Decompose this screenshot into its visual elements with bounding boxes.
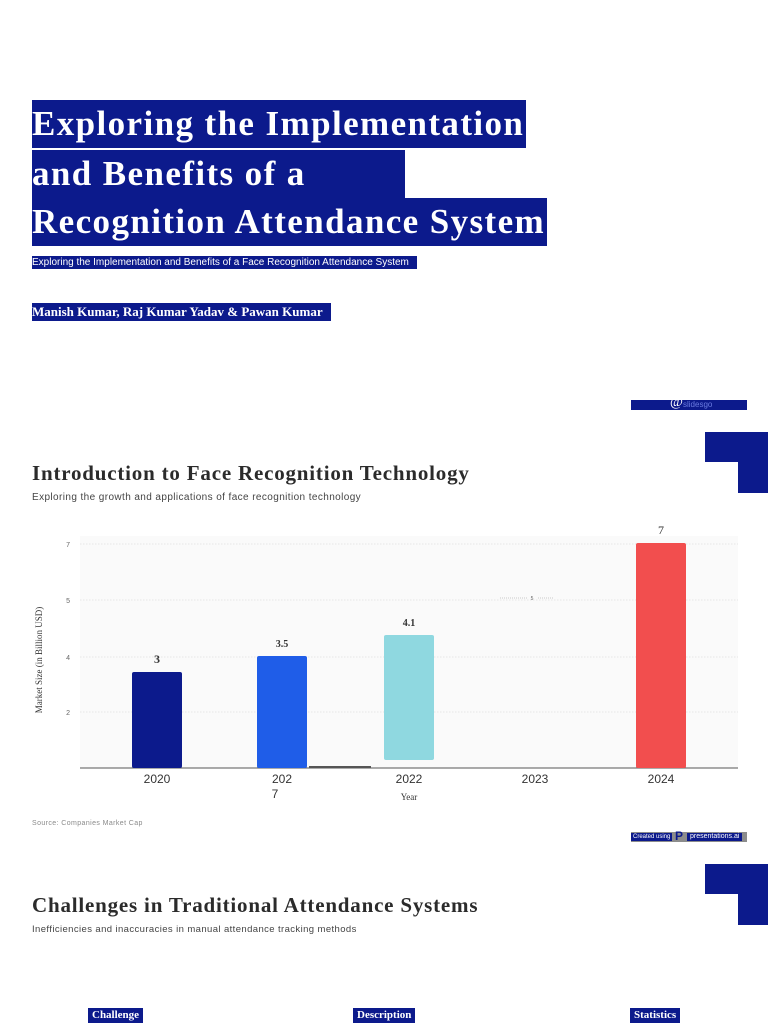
section-subtitle-challenges: Inefficiencies and inaccuracies in manua… [32,924,357,935]
logo-text: slidesgo [683,400,713,409]
x-tick-label: 202 [272,772,292,786]
bar [636,543,686,768]
y-tick-label: 7 [66,542,70,549]
x-tick-label: 2024 [648,772,675,786]
title-line-2: and Benefits of a [32,150,405,198]
axis-segment [309,766,371,768]
bar-value-label: 3 [154,652,160,666]
bar [384,635,434,760]
brand-logo: @ slidesgo [631,400,747,410]
at-icon: @ [670,400,683,410]
bar-value-label: 4.1 [403,618,416,629]
y-annotation-label: 5 [531,596,534,602]
x-tick-label: 2023 [522,772,549,786]
section-subtitle-intro: Exploring the growth and applications of… [32,492,362,503]
table-header-statistics: Statistics [630,1008,681,1023]
chart-source: Source: Companies Market Cap [32,820,143,827]
title-line-3: Recognition Attendance System [32,198,548,246]
bar [132,672,182,768]
x-tick-label: 2020 [144,772,171,786]
created-suffix: presentations.ai [687,833,743,841]
table-header-description: Description [353,1008,416,1023]
x-axis-label: Year [401,792,418,802]
title-line-1: Exploring the Implementation [32,100,527,148]
y-tick-label: 2 [66,710,70,717]
created-with-badge: Created using P presentations.ai [631,829,747,843]
section-title-intro: Introduction to Face Recognition Technol… [32,461,470,485]
section-title-challenges: Challenges in Traditional Attendance Sys… [32,893,479,917]
created-prefix: Created using [631,833,673,841]
table-header-challenge: Challenge [88,1008,144,1023]
y-tick-label: 5 [66,598,70,605]
authors: Manish Kumar, Raj Kumar Yadav & Pawan Ku… [32,303,331,321]
bar [257,656,307,768]
bar-value-label: 7 [658,523,664,537]
y-tick-label: 4 [66,655,70,662]
bar-value-label: 3.5 [276,639,289,650]
y-axis-label: Market Size (in Billion USD) [34,607,44,714]
p-logo-icon: P [675,829,684,843]
x-tick-label: 7 [272,787,279,801]
subtitle: Exploring the Implementation and Benefit… [32,256,417,269]
x-tick-label: 2022 [396,772,423,786]
